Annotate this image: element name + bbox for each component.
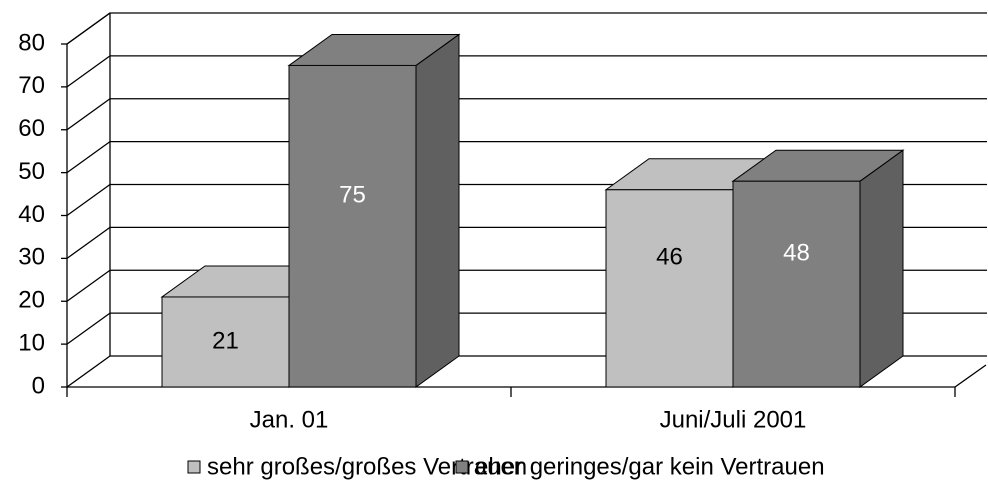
y-tick-label: 10	[18, 329, 45, 356]
x-tick-label: Juni/Juli 2001	[660, 406, 807, 433]
data-label: 48	[783, 239, 810, 266]
y-tick-label: 30	[18, 244, 45, 271]
data-label: 21	[212, 327, 239, 354]
legend-label: eher geringes/gar kein Vertrauen	[475, 453, 825, 480]
y-tick-label: 20	[18, 287, 45, 314]
data-label: 46	[656, 244, 683, 271]
bar	[732, 180, 861, 388]
grid-line	[66, 12, 987, 45]
legend-swatch	[187, 460, 201, 474]
y-tick-label: 80	[18, 29, 45, 56]
bar-side	[415, 33, 460, 388]
grid-line	[66, 55, 987, 88]
data-label: 75	[339, 182, 366, 209]
x-tick-label: Jan. 01	[250, 406, 329, 433]
bar-side	[859, 149, 904, 388]
legend-label: sehr großes/großes Vertrauen	[207, 453, 527, 480]
y-tick-label: 50	[18, 158, 45, 185]
y-tick-label: 60	[18, 115, 45, 142]
bar	[605, 189, 734, 388]
grid-line	[66, 98, 987, 131]
grid-line	[66, 140, 987, 174]
y-tick-label: 0	[32, 372, 45, 399]
legend-swatch	[455, 460, 469, 474]
y-tick-label: 40	[18, 201, 45, 228]
y-tick-label: 70	[18, 72, 45, 99]
bar	[288, 64, 417, 388]
bar	[161, 296, 290, 388]
